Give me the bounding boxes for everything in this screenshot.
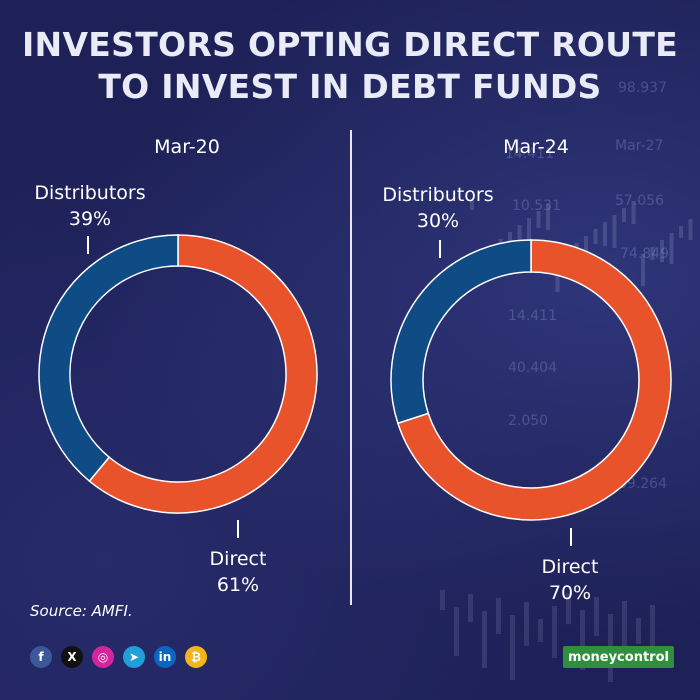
title-line-2: TO INVEST IN DEBT FUNDS [98, 67, 602, 106]
background-candlestick [631, 201, 636, 224]
background-candlestick [650, 605, 655, 660]
label-direct-name: Direct [541, 556, 599, 578]
background-number: 57.056 [615, 193, 664, 209]
leader-line-distributors-mar-20 [87, 236, 89, 254]
label-distributors-name: Distributors [382, 184, 494, 206]
social-links: f X ◎ ➤ in ₿ [30, 646, 207, 668]
label-direct-mar-24: Direct 70% [520, 554, 620, 606]
chart-title-mar-20: Mar-20 [154, 136, 220, 158]
background-candlestick [603, 222, 607, 246]
background-candlestick [468, 594, 473, 622]
background-number: 10.531 [512, 198, 561, 214]
panel-divider [350, 130, 352, 605]
x-icon[interactable]: X [61, 646, 83, 668]
background-candlestick [660, 240, 664, 262]
leader-line-direct-mar-24 [570, 528, 572, 546]
linkedin-icon[interactable]: in [154, 646, 176, 668]
background-candlestick [594, 597, 599, 636]
instagram-icon[interactable]: ◎ [92, 646, 114, 668]
telegram-icon[interactable]: ➤ [123, 646, 145, 668]
background-number: 40.404 [508, 360, 557, 376]
background-candlestick [536, 211, 541, 228]
background-candlestick [679, 226, 683, 238]
slice-distributors [390, 239, 532, 425]
label-distributors-mar-20: Distributors 39% [25, 180, 155, 232]
background-candlestick [650, 247, 655, 260]
background-candlestick [496, 598, 501, 634]
background-candlestick [622, 208, 626, 222]
background-candlestick [524, 602, 529, 646]
slice-direct [396, 239, 672, 521]
chart-title-mar-24: Mar-24 [503, 136, 569, 158]
background-candlestick [538, 619, 543, 642]
facebook-icon[interactable]: f [30, 646, 52, 668]
label-distributors-mar-24: Distributors 30% [373, 182, 503, 234]
label-direct-mar-20: Direct 61% [188, 546, 288, 598]
label-direct-value: 70% [548, 582, 592, 604]
background-candlestick [593, 229, 598, 244]
background-candlestick [454, 607, 459, 656]
background-number: 89.264 [618, 476, 667, 492]
background-number: Mar-27 [615, 138, 663, 154]
background-candlestick [552, 606, 557, 658]
page-title: INVESTORS OPTING DIRECT ROUTE TO INVEST … [0, 24, 700, 108]
background-candlestick [688, 219, 693, 240]
background-candlestick [482, 611, 487, 668]
moneycontrol-logo: moneycontrol [563, 646, 674, 668]
background-number: 14.411 [505, 146, 554, 162]
background-number: 2.050 [508, 413, 548, 429]
background-candlestick [641, 254, 645, 286]
background-candlestick [580, 610, 585, 670]
background-candlestick [669, 233, 674, 264]
background-candlestick [546, 204, 550, 230]
slice-distributors [38, 234, 179, 483]
background-candlestick [622, 601, 627, 648]
title-line-1: INVESTORS OPTING DIRECT ROUTE [21, 25, 679, 64]
label-direct-name: Direct [209, 548, 267, 570]
moneycontrol-app-icon[interactable]: ₿ [185, 646, 207, 668]
background-candlestick [440, 590, 445, 610]
background-number: 74.849 [620, 246, 669, 262]
background-candlestick [527, 218, 531, 254]
background-candlestick [517, 225, 522, 252]
slice-direct [88, 234, 318, 514]
label-direct-value: 61% [216, 574, 260, 596]
leader-line-direct-mar-20 [237, 520, 239, 538]
label-distributors-name: Distributors [34, 182, 146, 204]
background-candlestick [510, 615, 515, 680]
label-distributors-value: 30% [416, 210, 460, 232]
background-number: 14.411 [508, 308, 557, 324]
background-candlestick [566, 593, 571, 624]
background-number: 98.937 [618, 80, 667, 96]
background-candlestick [470, 200, 474, 210]
background-candlestick [636, 618, 641, 644]
label-distributors-value: 39% [68, 208, 112, 230]
background-candlestick [612, 215, 617, 248]
leader-line-distributors-mar-24 [439, 240, 441, 258]
source-note: Source: AMFI. [30, 602, 133, 620]
